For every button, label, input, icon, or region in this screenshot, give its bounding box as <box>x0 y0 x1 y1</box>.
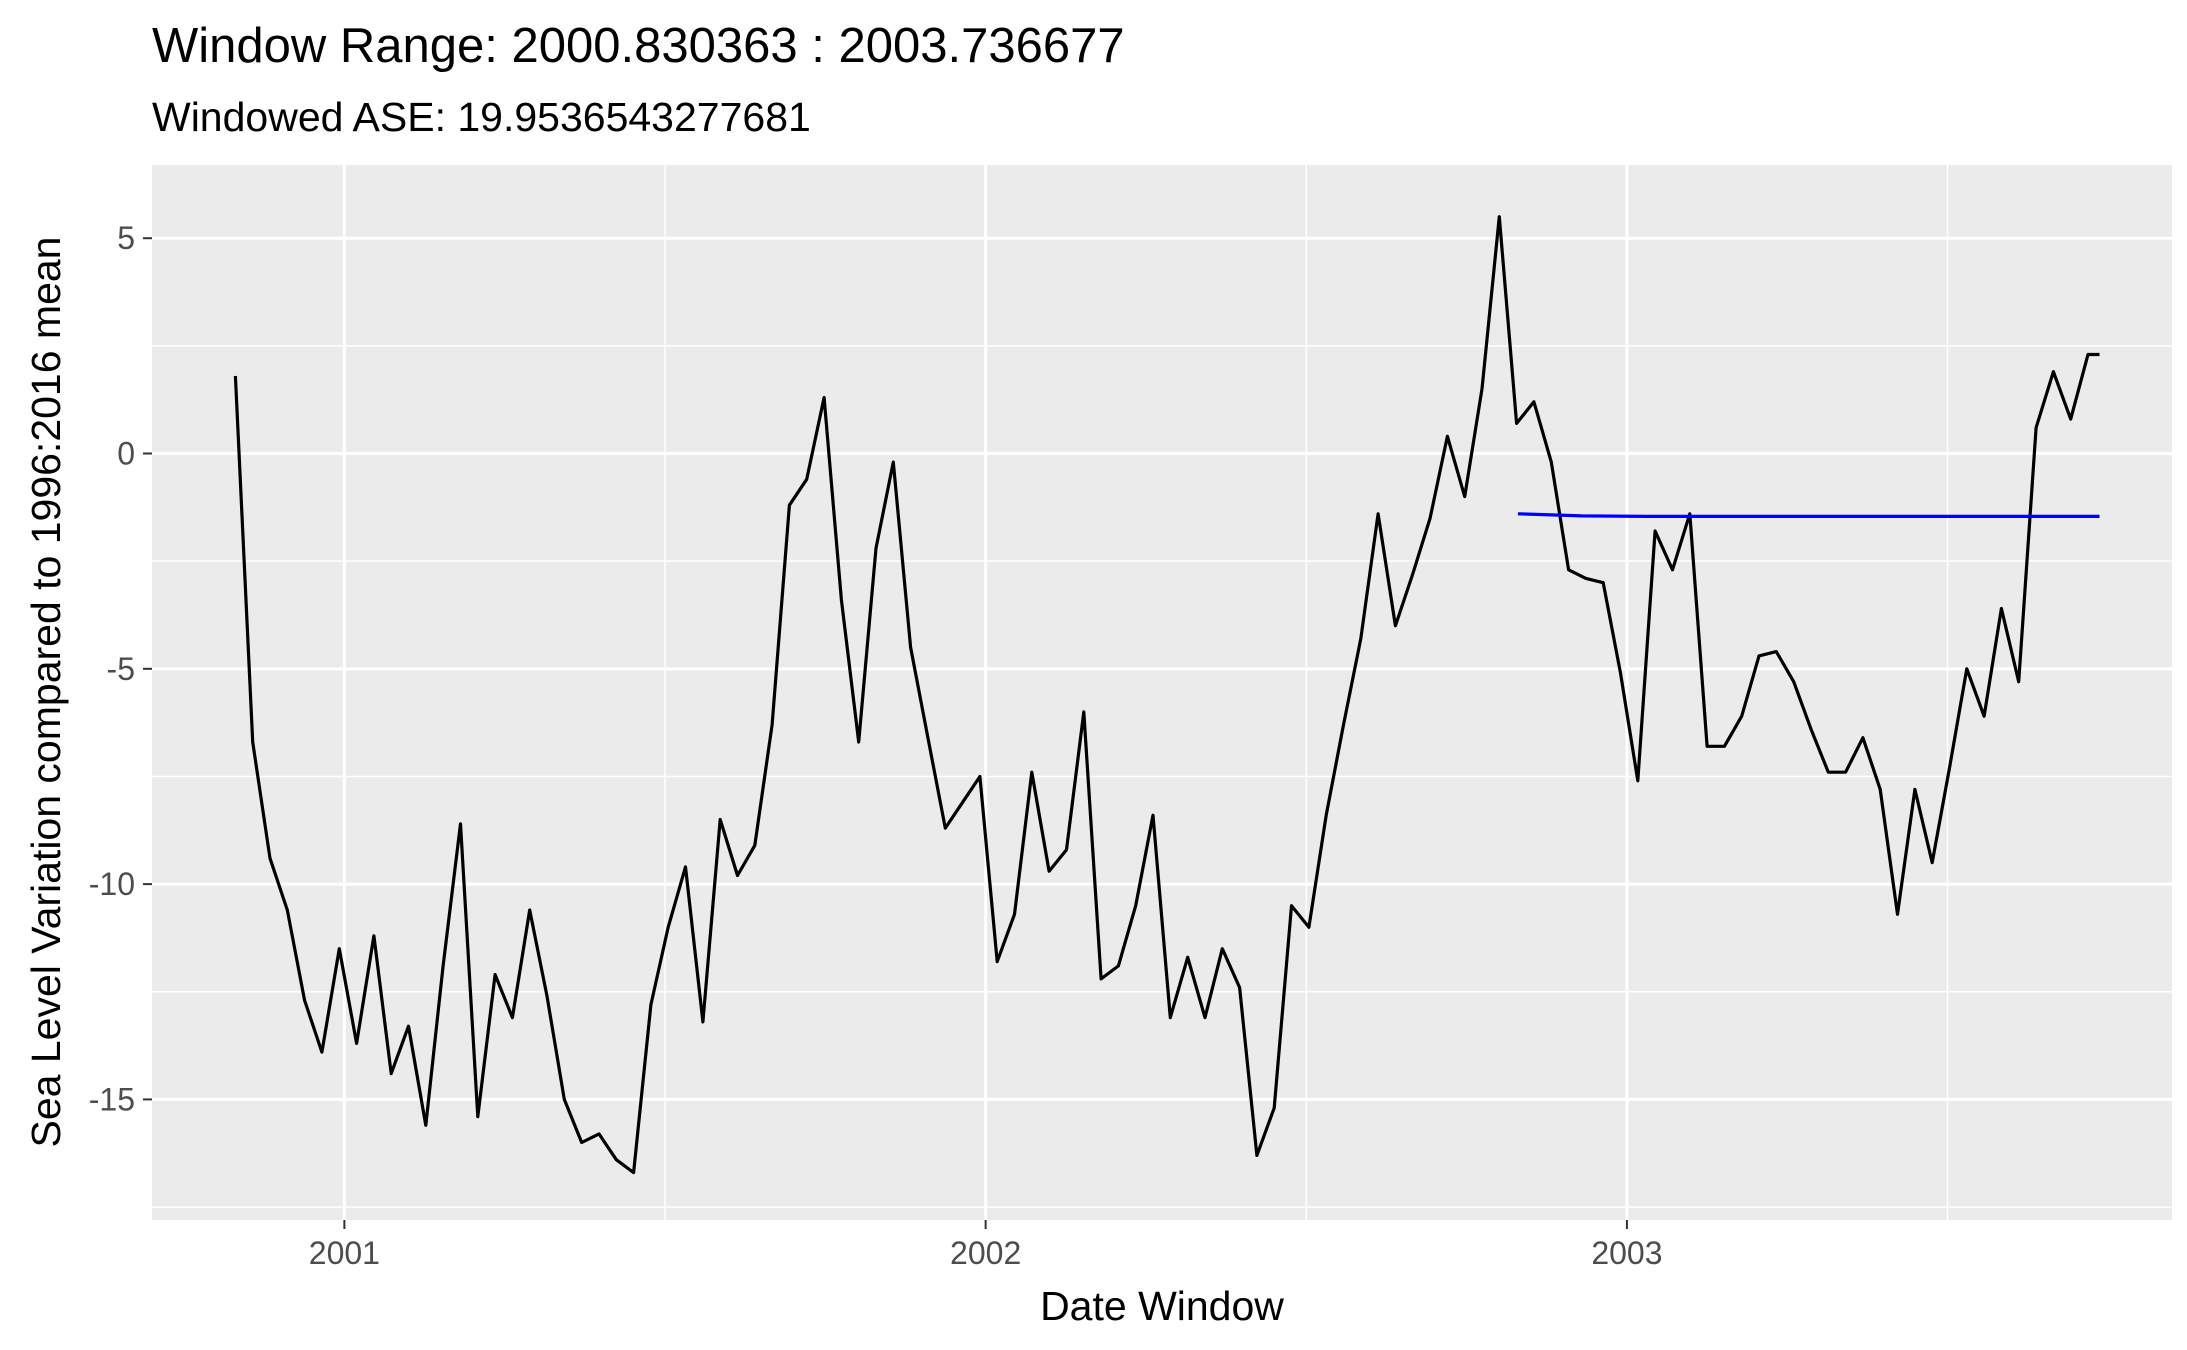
x-tick-label: 2001 <box>309 1235 380 1271</box>
y-tick-label: 5 <box>117 220 135 256</box>
y-tick-label: -15 <box>89 1081 135 1117</box>
chart-title: Window Range: 2000.830363 : 2003.736677 <box>152 19 1125 73</box>
chart-subtitle: Windowed ASE: 19.9536543277681 <box>152 94 811 140</box>
y-tick-label: 0 <box>117 436 135 472</box>
x-axis-title: Date Window <box>1040 1283 1284 1329</box>
series-layer <box>233 215 2100 1175</box>
y-tick-label: -5 <box>107 651 135 687</box>
series-line-observed <box>233 215 2100 1175</box>
x-tick-label: 2002 <box>950 1235 1021 1271</box>
plot-panel <box>152 165 2172 1220</box>
y-axis-title: Sea Level Variation compared to 1996:201… <box>23 237 69 1148</box>
gridlines <box>152 165 2172 1220</box>
axes: 2001 2002 2003 5 0 -5 -10 -15 <box>89 220 1663 1271</box>
y-tick-label: -10 <box>89 866 135 902</box>
series-line-forecast <box>1517 512 2100 519</box>
x-tick-label: 2003 <box>1591 1235 1662 1271</box>
